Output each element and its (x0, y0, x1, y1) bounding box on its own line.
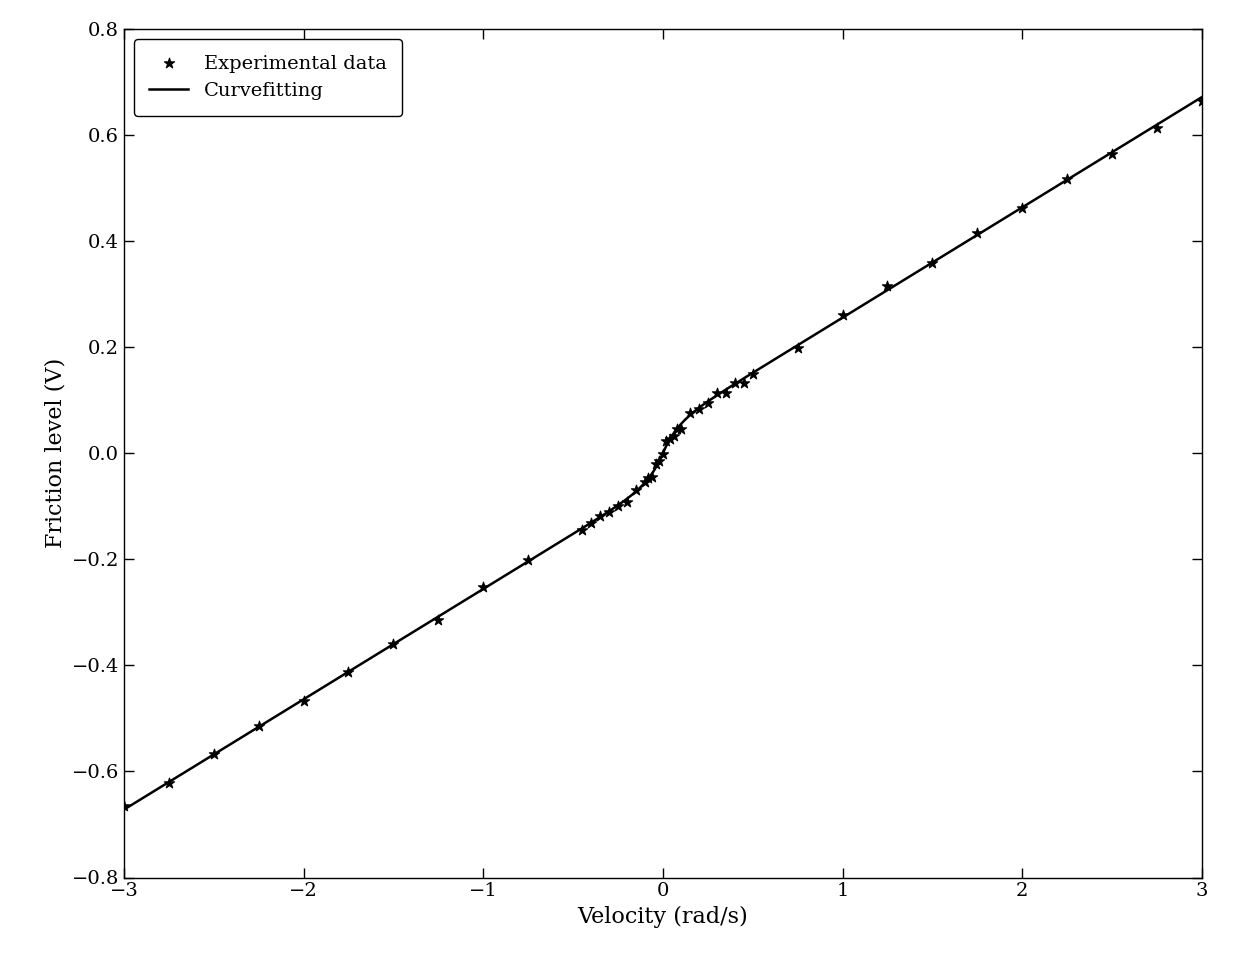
Experimental data (922, 255, 942, 271)
Curvefitting (612, 498, 627, 510)
Experimental data (159, 775, 178, 791)
Experimental data (590, 508, 610, 524)
Experimental data (338, 664, 358, 680)
Experimental data (706, 385, 726, 401)
Experimental data (383, 637, 403, 652)
Experimental data (1147, 121, 1167, 137)
Experimental data (657, 434, 676, 449)
Experimental data (249, 719, 269, 734)
Experimental data (689, 401, 709, 416)
Experimental data (598, 504, 618, 520)
Experimental data (716, 385, 736, 401)
Experimental data (473, 579, 493, 595)
Experimental data (294, 693, 313, 709)
Experimental data (642, 469, 662, 485)
Experimental data (1057, 171, 1077, 186)
Experimental data (1192, 94, 1212, 109)
Experimental data (670, 421, 690, 437)
Curvefitting (1162, 111, 1177, 123)
Experimental data (114, 799, 134, 814)
Experimental data (649, 453, 669, 469)
Curvefitting (1194, 92, 1209, 103)
Y-axis label: Friction level (V): Friction level (V) (45, 358, 66, 549)
Legend: Experimental data, Curvefitting: Experimental data, Curvefitting (134, 39, 401, 116)
Experimental data (638, 470, 658, 486)
Experimental data (968, 225, 987, 241)
Experimental data (518, 553, 538, 568)
Experimental data (668, 421, 688, 437)
Experimental data (680, 406, 700, 421)
Experimental data (1012, 200, 1032, 215)
Experimental data (634, 475, 654, 490)
Experimental data (429, 612, 449, 628)
Experimental data (617, 494, 637, 510)
Experimental data (646, 456, 665, 472)
Experimental data (698, 395, 717, 410)
Curvefitting (116, 803, 131, 815)
Experimental data (664, 429, 684, 445)
Experimental data (626, 483, 646, 498)
X-axis label: Velocity (rad/s): Velocity (rad/s) (577, 906, 748, 928)
Curvefitting (641, 473, 655, 485)
Experimental data (581, 516, 601, 531)
Experimental data (660, 431, 680, 447)
Experimental data (653, 447, 673, 462)
Experimental data (203, 747, 223, 762)
Experimental data (1101, 146, 1121, 162)
Experimental data (725, 375, 745, 391)
Experimental data (742, 367, 762, 382)
Line: Curvefitting: Curvefitting (124, 98, 1202, 809)
Experimental data (608, 498, 628, 514)
Experimental data (877, 279, 897, 294)
Curvefitting (965, 232, 980, 244)
Experimental data (733, 375, 753, 391)
Curvefitting (171, 770, 186, 782)
Experimental data (572, 522, 592, 537)
Curvefitting (1163, 110, 1178, 122)
Experimental data (788, 340, 808, 356)
Experimental data (833, 307, 852, 323)
